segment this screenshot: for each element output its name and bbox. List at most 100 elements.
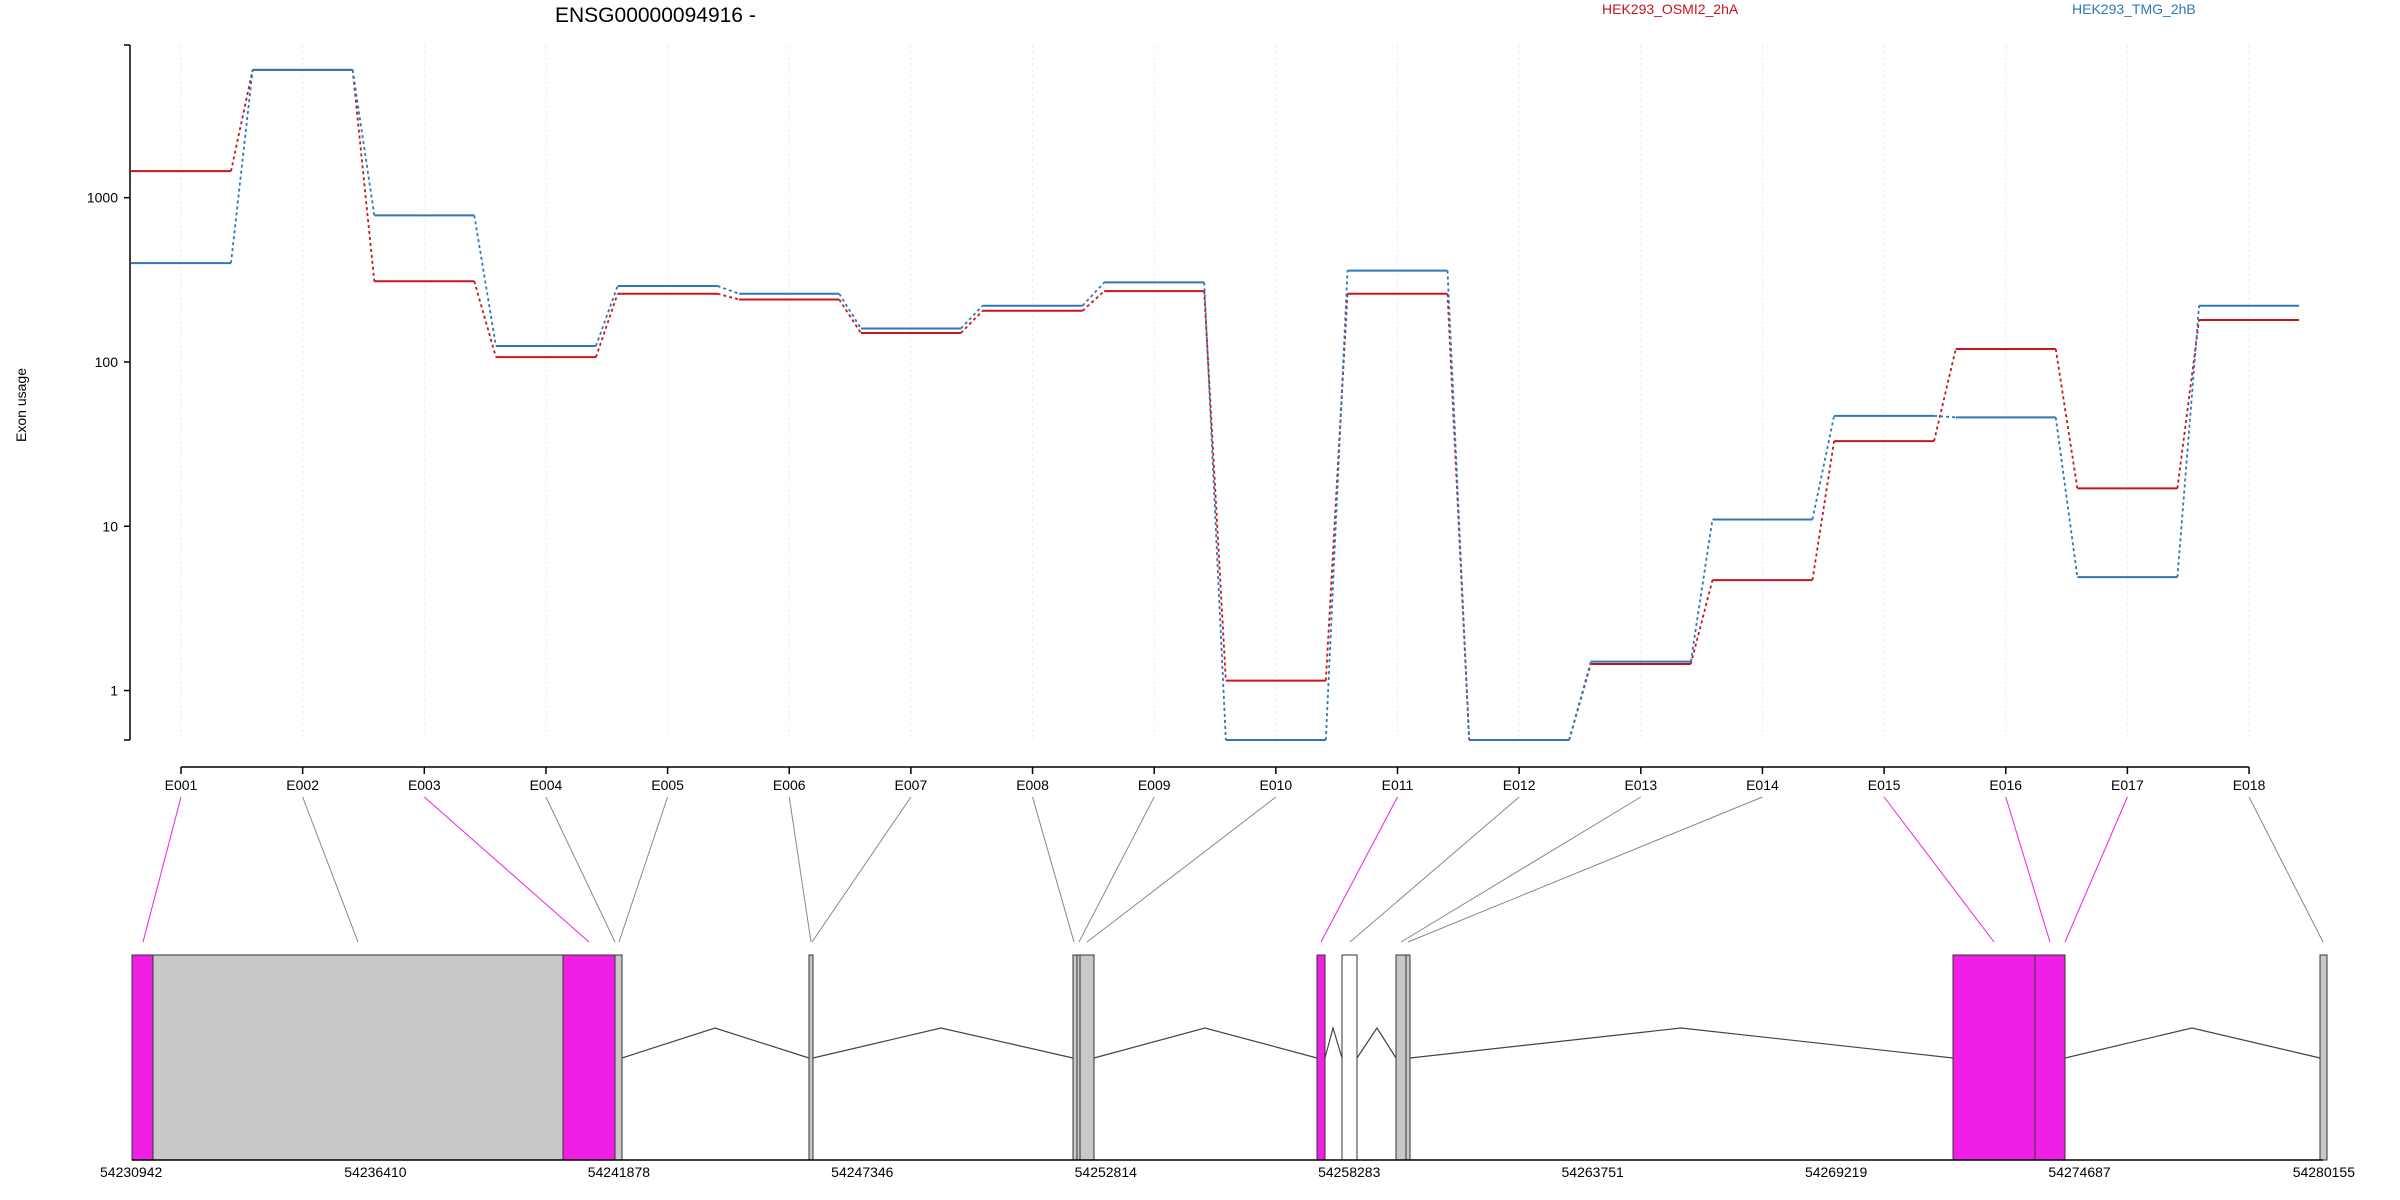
x-tick-label: E012 bbox=[1503, 777, 1536, 793]
exon-box bbox=[2034, 954, 2066, 1161]
legend-series-b: HEK293_TMG_2hB bbox=[2072, 1, 2196, 17]
x-tick-label: E005 bbox=[651, 777, 684, 793]
exon-connector bbox=[618, 796, 669, 943]
exon-box bbox=[1079, 954, 1095, 1161]
exon-connector bbox=[302, 796, 359, 943]
exon-box bbox=[1395, 954, 1407, 1161]
exon-box bbox=[1072, 954, 1078, 1161]
intron-line bbox=[621, 1027, 810, 1059]
series-0 bbox=[131, 68, 2300, 741]
series-connector bbox=[1203, 282, 1227, 741]
series-1 bbox=[131, 68, 2300, 741]
intron-line bbox=[1356, 1026, 1397, 1059]
genomic-tick-label: 54236410 bbox=[344, 1164, 407, 1180]
series-connector bbox=[960, 305, 984, 330]
y-axis: 1 10 100 1000 bbox=[87, 44, 131, 741]
exon-box bbox=[1316, 954, 1326, 1161]
exon-connector bbox=[545, 796, 616, 943]
series-connector bbox=[2054, 417, 2079, 578]
series-connector bbox=[2176, 305, 2200, 578]
series-connector bbox=[473, 281, 497, 358]
exon-connector bbox=[2005, 796, 2051, 943]
x-tick-label: E015 bbox=[1868, 777, 1901, 793]
series-connector bbox=[717, 292, 740, 301]
exon-connector bbox=[1320, 796, 1398, 943]
x-tick-label: E004 bbox=[530, 777, 563, 793]
y-tick-label: 1 bbox=[110, 683, 118, 699]
series-connector bbox=[351, 69, 376, 282]
x-tick-label: E001 bbox=[165, 777, 198, 793]
x-tick-label: E017 bbox=[2111, 777, 2144, 793]
intron-line bbox=[812, 1027, 1074, 1059]
x-axis: E001 E002 E003 E004 E005 E006 E007 E008 E009 E010… bbox=[165, 766, 2266, 793]
x-tick-label: E003 bbox=[408, 777, 441, 793]
exon-connector bbox=[811, 796, 912, 943]
exon-box bbox=[152, 954, 564, 1161]
series-connector bbox=[1934, 414, 1956, 419]
series-connector bbox=[838, 293, 862, 329]
gene-model bbox=[131, 954, 2328, 1161]
x-tick-label: E007 bbox=[895, 777, 928, 793]
genomic-tick-label: 54258283 bbox=[1318, 1164, 1381, 1180]
genomic-tick-label: 54269219 bbox=[1805, 1164, 1868, 1180]
x-tick-label: E018 bbox=[2233, 777, 2266, 793]
genomic-tick-label: 54252814 bbox=[1075, 1164, 1138, 1180]
legend-series-a: HEK293_OSMI2_2hA bbox=[1602, 1, 1739, 17]
genomic-tick-label: 54247346 bbox=[831, 1164, 894, 1180]
x-tick-label: E016 bbox=[1989, 777, 2022, 793]
x-tick-label: E013 bbox=[1624, 777, 1657, 793]
exon-connector bbox=[1078, 796, 1155, 943]
exon-box bbox=[614, 954, 623, 1161]
genomic-tick-label: 54230942 bbox=[100, 1164, 163, 1180]
genomic-tick-label: 54241878 bbox=[588, 1164, 651, 1180]
intron-line bbox=[1409, 1027, 1954, 1059]
series-connector bbox=[2176, 319, 2200, 489]
exon-connector bbox=[2064, 796, 2128, 943]
exon-connector bbox=[423, 796, 590, 943]
x-tick-label: E008 bbox=[1016, 777, 1049, 793]
exon-box bbox=[1341, 954, 1358, 1161]
series-connector bbox=[1324, 270, 1349, 741]
series-connector bbox=[2054, 348, 2079, 489]
series-connector bbox=[717, 285, 740, 295]
series-connector bbox=[230, 69, 254, 264]
exon-connector bbox=[1400, 796, 1642, 943]
y-tick-label: 10 bbox=[102, 518, 118, 534]
series-connector bbox=[1811, 440, 1835, 581]
series-connector bbox=[595, 293, 619, 358]
exon-connectors bbox=[142, 796, 2324, 943]
series-connector bbox=[1081, 290, 1105, 312]
exon-connector bbox=[1407, 796, 1763, 943]
series-connector bbox=[1081, 281, 1105, 307]
series-connector bbox=[1203, 291, 1227, 681]
series-connector bbox=[1446, 270, 1471, 741]
genomic-axis: 54230942 54236410 54241878 54247346 54252814… bbox=[100, 1159, 2355, 1180]
y-tick-label: 100 bbox=[95, 354, 119, 370]
exon-connector bbox=[788, 796, 812, 943]
x-tick-label: E002 bbox=[286, 777, 319, 793]
x-tick-label: E010 bbox=[1259, 777, 1292, 793]
exon-connector bbox=[1032, 796, 1075, 943]
series-connector bbox=[838, 299, 862, 334]
series-connector bbox=[230, 69, 254, 172]
chart-title: ENSG00000094916 - bbox=[555, 4, 756, 27]
series-connector bbox=[1933, 348, 1957, 442]
series-lines bbox=[131, 68, 2300, 741]
exon-box bbox=[808, 954, 814, 1161]
exon-box bbox=[562, 954, 616, 1161]
x-tick-label: E009 bbox=[1138, 777, 1171, 793]
series-connector bbox=[960, 310, 984, 334]
x-tick-label: E006 bbox=[773, 777, 806, 793]
intron-line bbox=[1324, 1025, 1343, 1059]
intron-line bbox=[1093, 1027, 1318, 1059]
exon-box bbox=[131, 954, 154, 1161]
x-tick-label: E011 bbox=[1382, 777, 1414, 793]
series-connector bbox=[351, 69, 376, 216]
exon-box bbox=[1952, 954, 2036, 1161]
series-connector bbox=[1568, 661, 1592, 741]
series-connector bbox=[1689, 519, 1714, 662]
series-connector bbox=[473, 215, 497, 347]
x-tick-label: E014 bbox=[1746, 777, 1779, 793]
series-connector bbox=[1689, 579, 1714, 665]
